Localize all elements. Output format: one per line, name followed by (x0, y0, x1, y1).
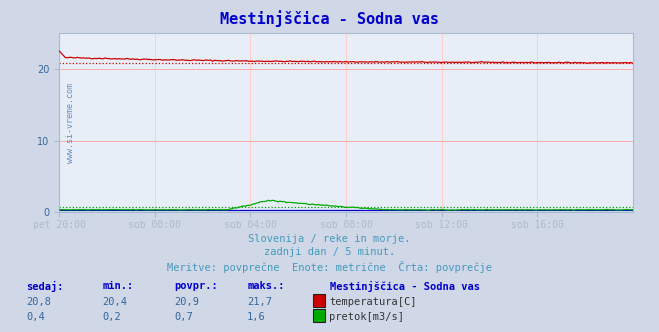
Text: Meritve: povprečne  Enote: metrične  Črta: povprečje: Meritve: povprečne Enote: metrične Črta:… (167, 261, 492, 273)
Text: maks.:: maks.: (247, 281, 285, 290)
Text: 21,7: 21,7 (247, 297, 272, 307)
Text: zadnji dan / 5 minut.: zadnji dan / 5 minut. (264, 247, 395, 257)
Text: 0,7: 0,7 (175, 312, 193, 322)
Text: povpr.:: povpr.: (175, 281, 218, 290)
Text: Mestinjščica - Sodna vas: Mestinjščica - Sodna vas (330, 281, 480, 291)
Text: temperatura[C]: temperatura[C] (330, 297, 417, 307)
Text: www.si-vreme.com: www.si-vreme.com (66, 83, 75, 163)
Text: pretok[m3/s]: pretok[m3/s] (330, 312, 405, 322)
Text: 20,4: 20,4 (102, 297, 127, 307)
Text: 0,2: 0,2 (102, 312, 121, 322)
Text: Mestinjščica - Sodna vas: Mestinjščica - Sodna vas (220, 10, 439, 27)
Text: Slovenija / reke in morje.: Slovenija / reke in morje. (248, 234, 411, 244)
Text: 0,4: 0,4 (26, 312, 45, 322)
Text: 1,6: 1,6 (247, 312, 266, 322)
Text: 20,9: 20,9 (175, 297, 200, 307)
Text: 20,8: 20,8 (26, 297, 51, 307)
Text: min.:: min.: (102, 281, 133, 290)
Text: sedaj:: sedaj: (26, 281, 64, 291)
